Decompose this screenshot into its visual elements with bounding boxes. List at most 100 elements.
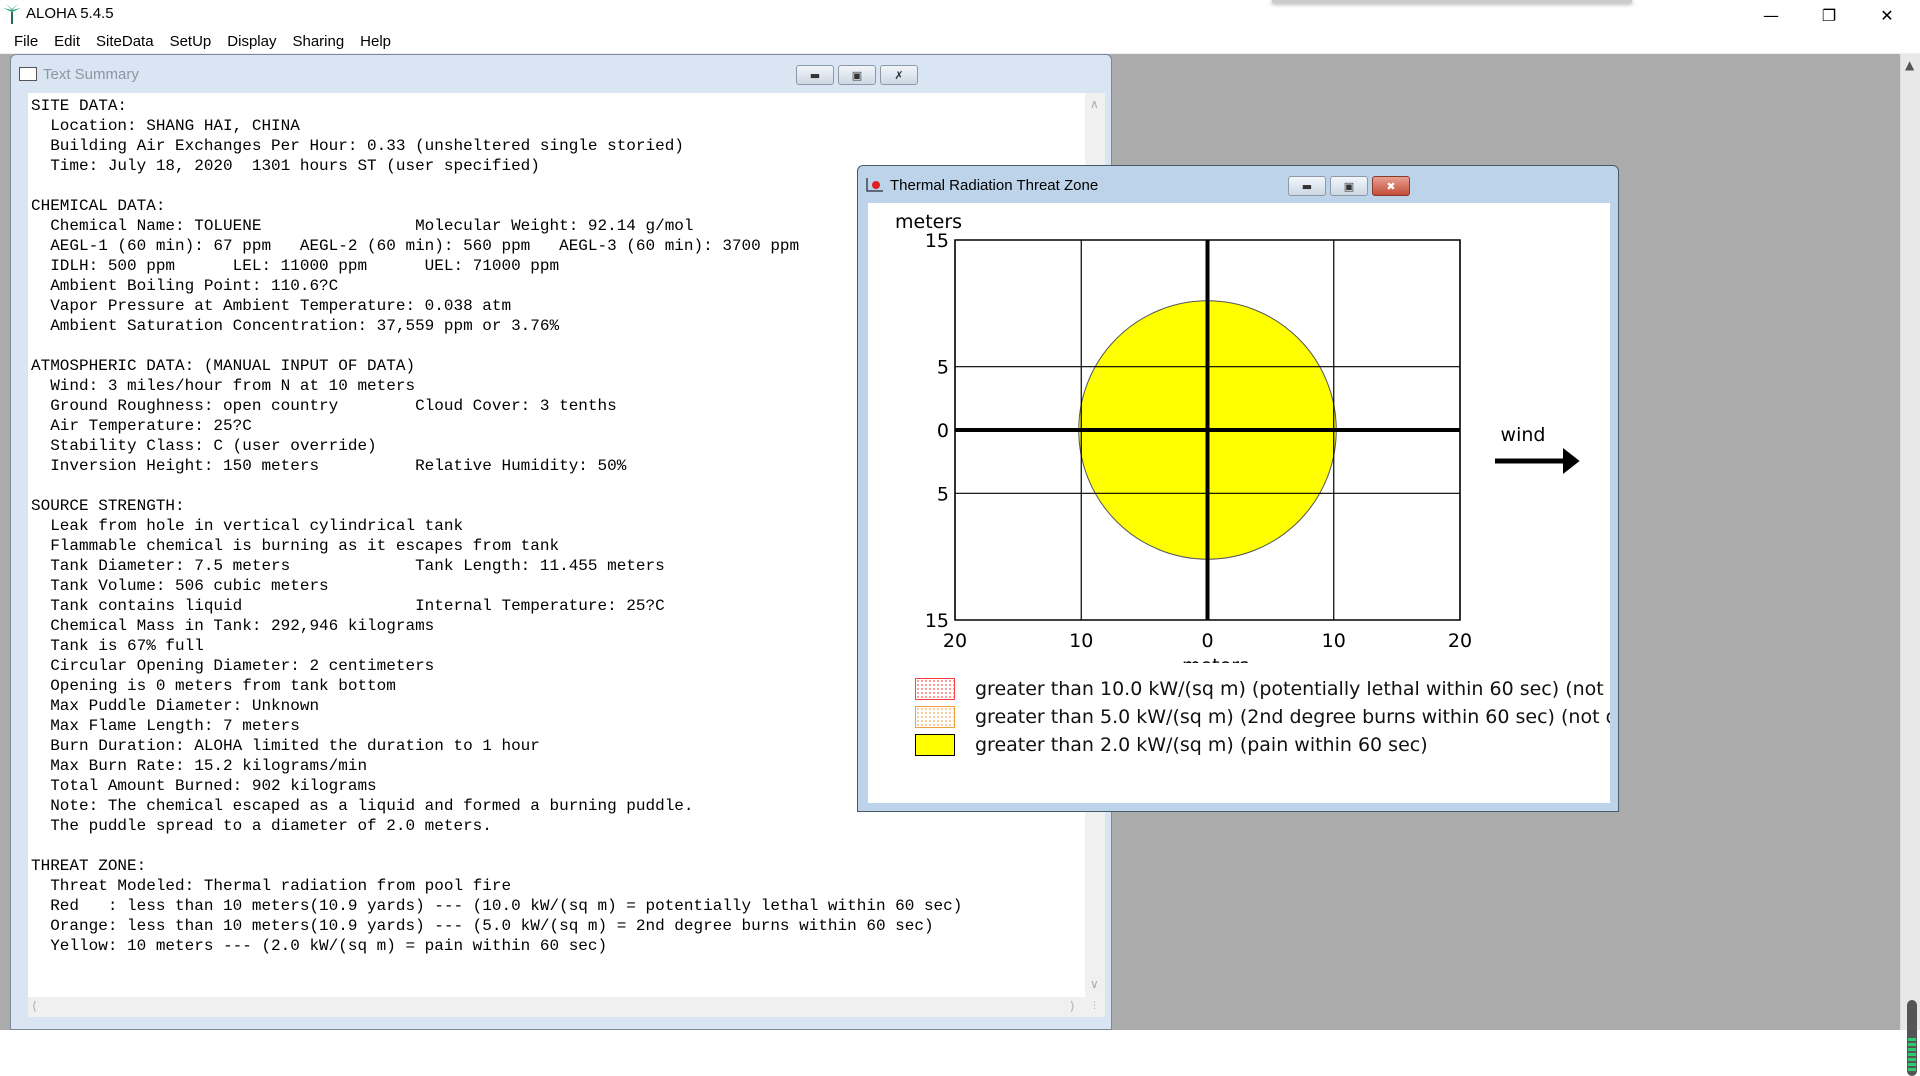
- summary-line: Ground Roughness: open country Cloud Cov…: [31, 397, 617, 415]
- summary-line: Time: July 18, 2020 1301 hours ST (user …: [31, 157, 540, 175]
- summary-line: Circular Opening Diameter: 2 centimeters: [31, 657, 435, 675]
- summary-line: Ambient Saturation Concentration: 37,559…: [31, 317, 560, 335]
- y-tick-label: 15: [925, 230, 949, 252]
- legend-swatch: [915, 734, 955, 756]
- y-tick-label: 5: [937, 483, 949, 505]
- legend-item: greater than 5.0 kW/(sq m) (2nd degree b…: [915, 705, 1610, 729]
- summary-line: Max Puddle Diameter: Unknown: [31, 697, 320, 715]
- summary-line: CHEMICAL DATA:: [31, 197, 166, 215]
- x-tick-label: 0: [1201, 630, 1213, 652]
- text-summary-titlebar[interactable]: Text Summary ▬ ▣ ✗: [11, 55, 1111, 93]
- summary-line: Chemical Mass in Tank: 292,946 kilograms: [31, 617, 435, 635]
- workspace-scrollbar[interactable]: ▲: [1900, 54, 1920, 1076]
- summary-line: [31, 336, 962, 356]
- summary-line: Flammable chemical is burning as it esca…: [31, 537, 560, 555]
- menu-file[interactable]: File: [14, 33, 39, 50]
- summary-line: Stability Class: C (user override): [31, 437, 377, 455]
- close-button[interactable]: ✖: [1372, 176, 1410, 196]
- x-tick-label: 20: [943, 630, 967, 652]
- summary-line: AEGL-1 (60 min): 67 ppm AEGL-2 (60 min):…: [31, 237, 800, 255]
- summary-line: Ambient Boiling Point: 110.6?C: [31, 277, 339, 295]
- menu-display[interactable]: Display: [227, 33, 277, 50]
- palm-tree-icon: [3, 4, 21, 24]
- summary-line: ATMOSPHERIC DATA: (MANUAL INPUT OF DATA): [31, 357, 416, 375]
- summary-line: Tank Diameter: 7.5 meters Tank Length: 1…: [31, 557, 665, 575]
- close-button[interactable]: ✕: [1880, 5, 1894, 25]
- scroll-right-icon[interactable]: ⟩: [1070, 999, 1075, 1013]
- legend-label: greater than 10.0 kW/(sq m) (potentially…: [975, 678, 1610, 700]
- summary-line: Burn Duration: ALOHA limited the duratio…: [31, 737, 540, 755]
- x-tick-label: 10: [1069, 630, 1093, 652]
- minimize-button[interactable]: —: [1763, 5, 1779, 25]
- summary-line: Max Burn Rate: 15.2 kilograms/min: [31, 757, 368, 775]
- summary-line: [31, 476, 962, 496]
- summary-text: SITE DATA: Location: SHANG HAI, CHINA Bu…: [31, 96, 962, 956]
- summary-line: SITE DATA:: [31, 97, 128, 115]
- summary-line: Max Flame Length: 7 meters: [31, 717, 300, 735]
- summary-line: Opening is 0 meters from tank bottom: [31, 677, 396, 695]
- menu-help[interactable]: Help: [360, 33, 392, 50]
- floating-bar: [1272, 0, 1632, 3]
- summary-line: Total Amount Burned: 902 kilograms: [31, 777, 377, 795]
- document-icon: [19, 67, 37, 81]
- summary-line: The puddle spread to a diameter of 2.0 m…: [31, 817, 492, 835]
- x-axis-title: meters: [1182, 655, 1249, 663]
- scroll-left-icon[interactable]: ⟨: [32, 999, 37, 1013]
- legend-swatch: [915, 706, 955, 728]
- summary-line: Location: SHANG HAI, CHINA: [31, 117, 300, 135]
- summary-line: [31, 836, 962, 856]
- menu-edit[interactable]: Edit: [54, 33, 81, 50]
- menu-sitedata[interactable]: SiteData: [96, 33, 154, 50]
- legend-swatch: [915, 678, 955, 700]
- menu-setup[interactable]: SetUp: [169, 33, 212, 50]
- window-title: Thermal Radiation Threat Zone: [890, 177, 1099, 194]
- minimize-button[interactable]: ▬: [796, 65, 834, 85]
- restore-button[interactable]: ❐: [1821, 5, 1837, 25]
- resize-grip-icon[interactable]: ⋮: [1090, 1001, 1099, 1011]
- scroll-thumb[interactable]: [1907, 1000, 1917, 1076]
- wind-label: wind: [1501, 424, 1546, 446]
- summary-line: Vapor Pressure at Ambient Temperature: 0…: [31, 297, 512, 315]
- summary-line: Wind: 3 miles/hour from N at 10 meters: [31, 377, 416, 395]
- summary-line: Tank Volume: 506 cubic meters: [31, 577, 329, 595]
- summary-line: Red : less than 10 meters(10.9 yards) --…: [31, 897, 963, 915]
- y-tick-label: 0: [937, 420, 949, 442]
- threat-zone-titlebar[interactable]: Thermal Radiation Threat Zone ▬ ▣ ✖: [858, 166, 1618, 204]
- summary-line: Chemical Name: TOLUENE Molecular Weight:…: [31, 217, 694, 235]
- summary-line: Inversion Height: 150 meters Relative Hu…: [31, 457, 627, 475]
- plot-icon: [866, 178, 883, 192]
- minimize-button[interactable]: ▬: [1288, 176, 1326, 196]
- scroll-up-icon[interactable]: ▲: [1905, 58, 1915, 72]
- summary-line: Leak from hole in vertical cylindrical t…: [31, 517, 464, 535]
- threat-zone-content: 2010010201550515metersmeterswind greater…: [868, 203, 1610, 803]
- summary-line: Orange: less than 10 meters(10.9 yards) …: [31, 917, 934, 935]
- horizontal-scrollbar[interactable]: ⟨ ⟩ ⋮: [28, 997, 1105, 1017]
- summary-line: IDLH: 500 ppm LEL: 11000 ppm UEL: 71000 …: [31, 257, 560, 275]
- summary-line: SOURCE STRENGTH:: [31, 497, 185, 515]
- y-axis-title: meters: [895, 211, 962, 233]
- y-tick-label: 5: [937, 357, 949, 379]
- summary-line: Building Air Exchanges Per Hour: 0.33 (u…: [31, 137, 684, 155]
- summary-line: Tank contains liquid Internal Temperatur…: [31, 597, 665, 615]
- maximize-button[interactable]: ▣: [1330, 176, 1368, 196]
- x-tick-label: 20: [1448, 630, 1472, 652]
- summary-line: Threat Modeled: Thermal radiation from p…: [31, 877, 512, 895]
- scroll-up-icon[interactable]: ∧: [1090, 97, 1099, 111]
- app-title: ALOHA 5.4.5: [26, 5, 114, 22]
- threat-zone-plot: 2010010201550515metersmeterswind: [895, 211, 1580, 663]
- x-tick-label: 10: [1322, 630, 1346, 652]
- summary-line: Tank is 67% full: [31, 637, 204, 655]
- summary-line: Air Temperature: 25?C: [31, 417, 252, 435]
- scroll-down-icon[interactable]: ∨: [1090, 977, 1099, 991]
- legend-item: greater than 2.0 kW/(sq m) (pain within …: [915, 733, 1610, 757]
- summary-line: [31, 176, 962, 196]
- summary-line: THREAT ZONE:: [31, 857, 147, 875]
- y-tick-label: 15: [925, 610, 949, 632]
- menu-sharing[interactable]: Sharing: [292, 33, 345, 50]
- close-button[interactable]: ✗: [880, 65, 918, 85]
- wind-arrowhead-icon: [1563, 447, 1580, 475]
- summary-line: Note: The chemical escaped as a liquid a…: [31, 797, 694, 815]
- legend-item: greater than 10.0 kW/(sq m) (potentially…: [915, 677, 1610, 701]
- legend-label: greater than 2.0 kW/(sq m) (pain within …: [975, 734, 1428, 756]
- maximize-button[interactable]: ▣: [838, 65, 876, 85]
